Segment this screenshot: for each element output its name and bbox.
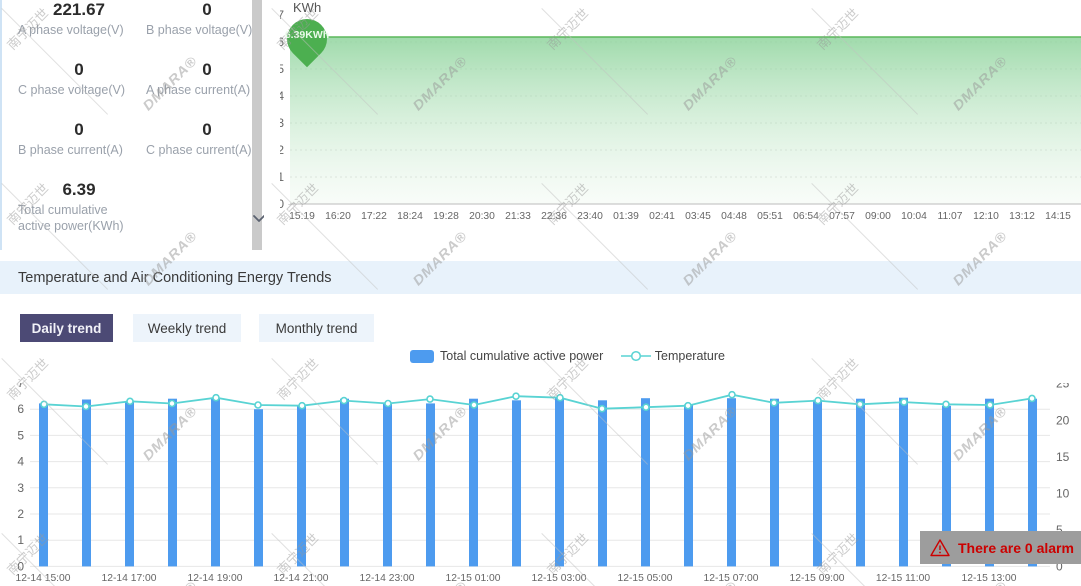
svg-text:0: 0 (280, 197, 284, 211)
svg-text:06:54: 06:54 (793, 211, 819, 222)
svg-text:18:24: 18:24 (397, 211, 423, 222)
svg-text:2: 2 (17, 507, 24, 521)
svg-text:19:28: 19:28 (433, 211, 459, 222)
svg-text:25: 25 (1056, 383, 1070, 391)
svg-text:21:33: 21:33 (505, 211, 531, 222)
svg-text:15:19: 15:19 (289, 211, 315, 222)
svg-text:12-14 21:00: 12-14 21:00 (274, 573, 329, 584)
svg-text:12-15 07:00: 12-15 07:00 (704, 573, 759, 584)
svg-text:12-15 05:00: 12-15 05:00 (618, 573, 673, 584)
svg-text:10:04: 10:04 (901, 211, 927, 222)
svg-text:12-15 13:00: 12-15 13:00 (962, 573, 1017, 584)
svg-text:4: 4 (17, 455, 24, 469)
svg-text:12-15 03:00: 12-15 03:00 (532, 573, 587, 584)
svg-text:0: 0 (17, 559, 24, 573)
svg-text:07:57: 07:57 (829, 211, 855, 222)
svg-text:20:30: 20:30 (469, 211, 495, 222)
svg-text:23:40: 23:40 (577, 211, 603, 222)
svg-text:7: 7 (17, 383, 24, 390)
svg-text:11:07: 11:07 (937, 211, 962, 222)
svg-text:01:39: 01:39 (613, 211, 639, 222)
svg-text:03:45: 03:45 (685, 211, 711, 222)
svg-text:10: 10 (1056, 486, 1070, 500)
svg-text:1: 1 (17, 533, 24, 547)
svg-text:15: 15 (1056, 450, 1070, 464)
svg-text:12:10: 12:10 (973, 211, 999, 222)
svg-text:5: 5 (17, 428, 24, 442)
svg-text:13:12: 13:12 (1009, 211, 1035, 222)
svg-text:2: 2 (280, 143, 284, 157)
svg-text:3: 3 (280, 116, 284, 130)
svg-text:12-14 23:00: 12-14 23:00 (360, 573, 415, 584)
svg-text:17:22: 17:22 (361, 211, 387, 222)
svg-text:14:15: 14:15 (1045, 211, 1071, 222)
svg-text:22:36: 22:36 (541, 211, 567, 222)
svg-text:6: 6 (17, 402, 24, 416)
svg-text:12-14 17:00: 12-14 17:00 (102, 573, 157, 584)
svg-text:09:00: 09:00 (865, 211, 891, 222)
svg-text:04:48: 04:48 (721, 211, 747, 222)
svg-text:12-15 01:00: 12-15 01:00 (446, 573, 501, 584)
svg-text:4: 4 (280, 89, 284, 103)
svg-text:12-15 11:00: 12-15 11:00 (876, 573, 930, 584)
svg-text:20: 20 (1056, 413, 1070, 427)
svg-text:05:51: 05:51 (757, 211, 783, 222)
svg-text:3: 3 (17, 481, 24, 495)
svg-text:02:41: 02:41 (649, 211, 675, 222)
svg-text:12-14 15:00: 12-14 15:00 (16, 573, 71, 584)
svg-text:12-14 19:00: 12-14 19:00 (188, 573, 243, 584)
svg-text:12-15 09:00: 12-15 09:00 (790, 573, 845, 584)
svg-text:5: 5 (280, 62, 284, 76)
svg-text:16:20: 16:20 (325, 211, 351, 222)
svg-text:1: 1 (280, 170, 284, 184)
